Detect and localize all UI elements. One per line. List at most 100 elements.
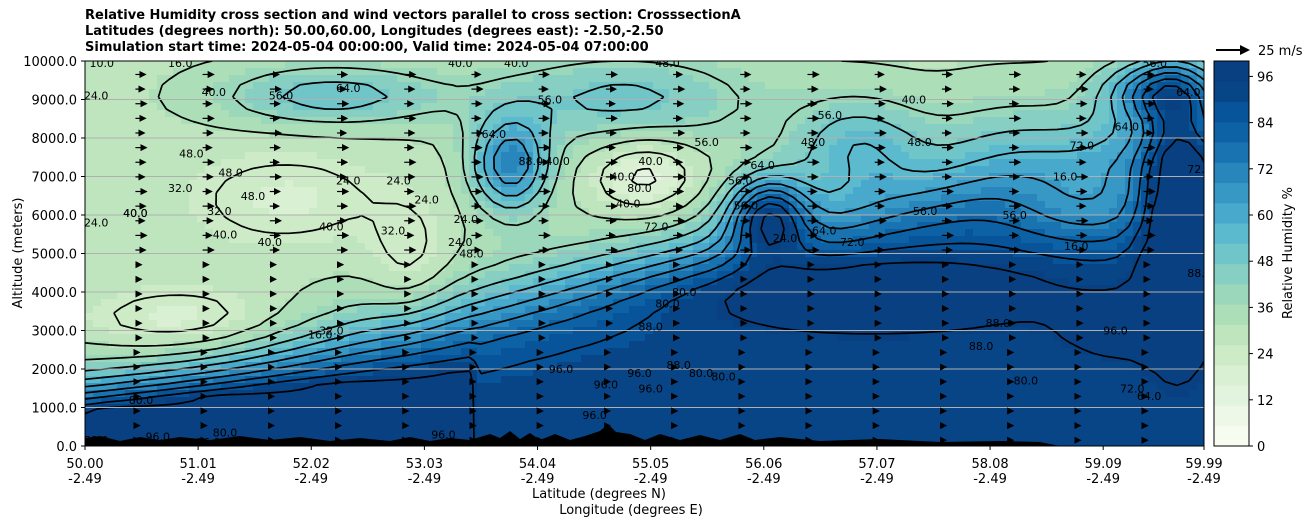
humidity-cell [109,376,118,384]
humidity-cell [509,320,518,328]
humidity-cell [101,68,110,76]
humidity-cell [797,82,806,90]
humidity-cell [445,145,454,153]
humidity-cell [685,341,694,349]
humidity-cell [349,236,358,244]
humidity-cell [341,292,350,300]
humidity-cell [413,236,422,244]
humidity-cell [461,89,470,97]
humidity-cell [93,369,102,377]
humidity-cell [325,278,334,286]
humidity-cell [421,152,430,160]
humidity-cell [629,418,638,426]
humidity-cell [413,278,422,286]
humidity-cell [141,390,150,398]
humidity-cell [565,376,574,384]
humidity-cell [765,145,774,153]
humidity-cell [181,208,190,216]
humidity-cell [701,187,710,195]
humidity-cell [621,229,630,237]
humidity-cell [725,236,734,244]
humidity-cell [317,194,326,202]
humidity-cell [773,362,782,370]
humidity-cell [445,355,454,363]
humidity-cell [597,222,606,230]
humidity-cell [453,390,462,398]
humidity-cell [517,348,526,356]
humidity-cell [389,362,398,370]
humidity-cell [261,145,270,153]
humidity-cell [501,61,510,69]
humidity-cell [781,271,790,279]
humidity-cell [245,201,254,209]
humidity-cell [589,222,598,230]
humidity-cell [421,145,430,153]
humidity-cell [133,229,142,237]
humidity-cell [85,320,94,328]
humidity-cell [429,397,438,405]
humidity-cell [661,75,670,83]
humidity-cell [181,110,190,118]
humidity-cell [677,271,686,279]
humidity-cell [701,313,710,321]
humidity-cell [765,243,774,251]
humidity-cell [229,285,238,293]
humidity-cell [469,369,478,377]
humidity-cell [421,383,430,391]
humidity-cell [685,138,694,146]
humidity-cell [773,285,782,293]
humidity-cell [341,145,350,153]
humidity-cell [277,103,286,111]
humidity-cell [221,355,230,363]
humidity-cell [109,285,118,293]
humidity-cell [189,68,198,76]
humidity-cell [149,243,158,251]
humidity-cell [197,229,206,237]
humidity-cell [125,411,134,419]
humidity-cell [709,299,718,307]
humidity-cell [677,257,686,265]
humidity-cell [197,222,206,230]
humidity-cell [677,278,686,286]
humidity-cell [429,285,438,293]
humidity-cell [181,89,190,97]
humidity-cell [429,229,438,237]
humidity-cell [205,124,214,132]
humidity-cell [533,341,542,349]
humidity-cell [277,159,286,167]
humidity-cell [253,418,262,426]
humidity-cell [165,397,174,405]
humidity-cell [365,285,374,293]
humidity-cell [349,376,358,384]
humidity-cell [325,229,334,237]
humidity-cell [397,306,406,314]
humidity-cell [445,299,454,307]
humidity-cell [397,320,406,328]
humidity-cell [605,355,614,363]
humidity-cell [765,103,774,111]
humidity-cell [765,271,774,279]
humidity-cell [101,285,110,293]
humidity-cell [181,131,190,139]
humidity-cell [701,124,710,132]
humidity-cell [117,285,126,293]
humidity-cell [469,145,478,153]
humidity-cell [429,411,438,419]
humidity-cell [429,75,438,83]
humidity-cell [781,376,790,384]
humidity-cell [549,397,558,405]
humidity-cell [701,236,710,244]
humidity-cell [437,411,446,419]
humidity-cell [789,306,798,314]
humidity-cell [565,187,574,195]
humidity-cell [677,348,686,356]
humidity-cell [93,145,102,153]
humidity-cell [237,208,246,216]
humidity-cell [397,278,406,286]
humidity-cell [317,229,326,237]
humidity-cell [93,313,102,321]
humidity-cell [493,103,502,111]
humidity-cell [669,320,678,328]
humidity-cell [725,75,734,83]
humidity-cell [365,432,374,440]
